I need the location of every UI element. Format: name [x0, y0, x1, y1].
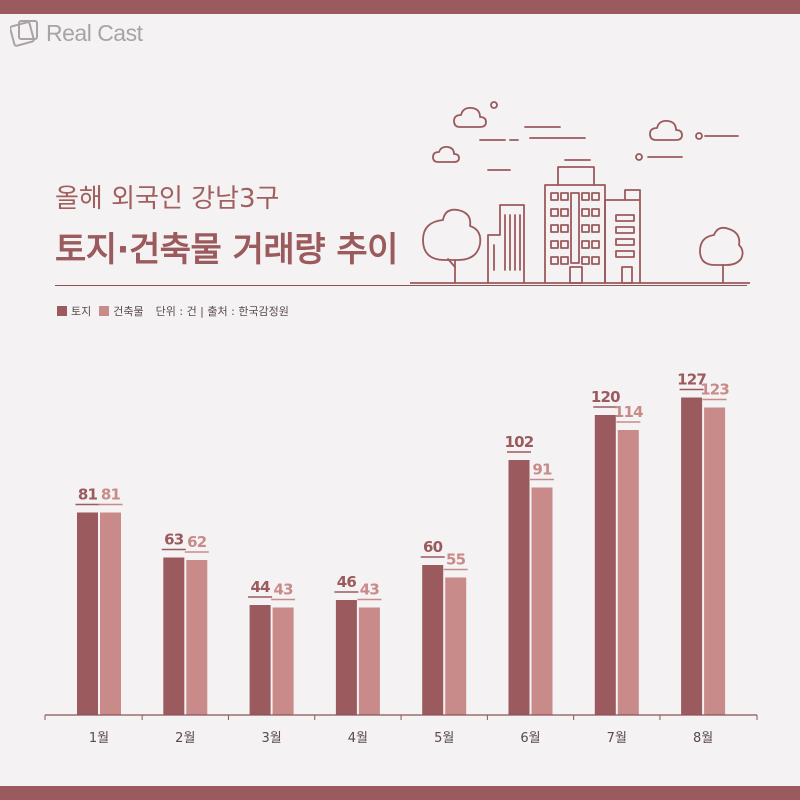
unit-source-note: 단위 : 건 | 출처 : 한국감정원 [155, 305, 289, 318]
bar-land [681, 397, 703, 715]
x-tick-label: 2월 [175, 731, 195, 746]
bar-building [704, 407, 726, 715]
data-label-building: 123 [700, 381, 729, 399]
chart-subtitle: 올해 외국인 강남3구 [55, 184, 280, 214]
data-label-building: 91 [532, 461, 552, 479]
legend-swatch-building [99, 306, 110, 316]
tower-windows [550, 192, 600, 265]
city-illustration [410, 101, 750, 284]
x-tick-label: 1월 [89, 731, 109, 746]
dot-icon [490, 101, 498, 109]
data-label-building: 43 [273, 581, 293, 599]
bar-land [422, 565, 444, 715]
data-label-land: 60 [423, 538, 443, 556]
legend-swatch-land [57, 306, 67, 316]
x-tick-label: 5월 [434, 731, 454, 746]
data-label-land: 120 [591, 388, 620, 406]
data-label-building: 62 [187, 533, 207, 551]
logo: Real Cast [10, 18, 143, 48]
data-label-building: 43 [360, 581, 380, 599]
bar-land [594, 415, 616, 715]
data-label-land: 44 [250, 578, 270, 596]
legend-item-land: 토지 [57, 303, 91, 319]
legend-label-land: 토지 [71, 305, 92, 318]
data-label-land: 81 [78, 486, 98, 504]
bottom-band [0, 786, 800, 800]
bar-building [272, 607, 294, 715]
logo-text: Real Cast [46, 19, 143, 46]
x-tick-label: 6월 [520, 731, 540, 746]
cloud-icon [432, 145, 460, 163]
cloud-icon [649, 119, 683, 141]
data-label-building: 81 [101, 486, 121, 504]
top-band [0, 0, 800, 14]
x-tick-label: 8월 [693, 731, 713, 746]
cloud-icon [453, 106, 487, 128]
bar-building [358, 607, 380, 715]
header-rule [55, 285, 747, 286]
bar-building [617, 430, 639, 715]
logo-icon [10, 20, 38, 47]
x-tick-label: 7월 [607, 731, 627, 746]
legend-item-building: 건축물 [99, 303, 144, 319]
tree-icon [699, 226, 744, 266]
bar-building [186, 560, 208, 715]
legend: 토지 건축물 단위 : 건 | 출처 : 한국감정원 [57, 303, 289, 319]
data-label-land: 102 [505, 433, 534, 451]
bar-land [163, 557, 185, 715]
data-label-building: 114 [614, 403, 643, 421]
x-tick-label: 4월 [348, 731, 368, 746]
dot-icon [635, 153, 643, 161]
bar-building [100, 512, 121, 715]
bar-land [77, 512, 98, 715]
bar-building [531, 487, 553, 715]
data-label-land: 63 [164, 531, 184, 549]
bar-land [335, 600, 357, 715]
dot-icon [695, 132, 703, 140]
x-tick-label: 3월 [261, 731, 281, 746]
bar-land [508, 460, 530, 715]
tree-icon [422, 208, 482, 261]
chart-title: 토지·건축물 거래량 추이 [55, 230, 398, 270]
legend-label-building: 건축물 [113, 305, 144, 318]
bar-land [249, 605, 271, 715]
data-label-building: 55 [446, 551, 466, 569]
data-label-land: 127 [677, 371, 706, 389]
data-label-land: 46 [337, 573, 357, 591]
bar-building [445, 577, 467, 715]
